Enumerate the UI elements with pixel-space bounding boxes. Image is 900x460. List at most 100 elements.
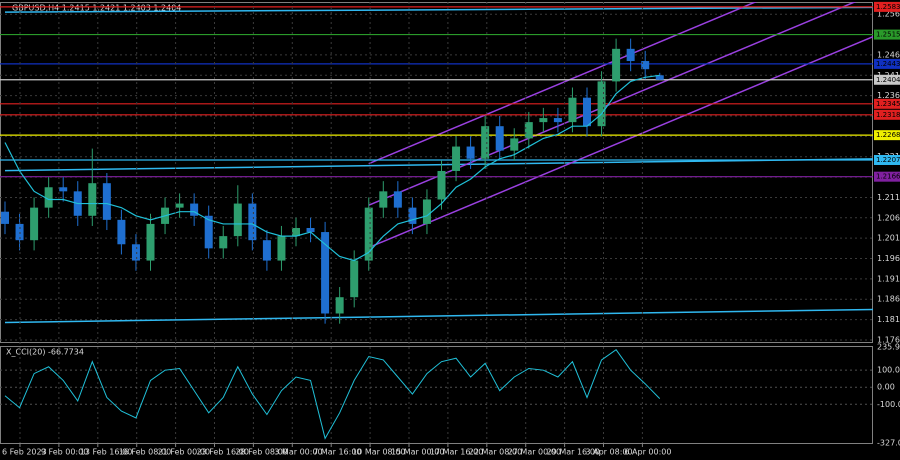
candle-body: [233, 203, 242, 237]
candle-body: [117, 219, 126, 245]
candle-body: [102, 183, 111, 220]
chart-title: GBPUSD,H4 1.2415 1.2421 1.2403 1.2404: [12, 4, 181, 13]
trend-line: [4, 6, 873, 13]
level-label: 1.2166: [876, 173, 900, 181]
candle-body: [422, 199, 431, 224]
candle-body: [408, 207, 417, 224]
cci-title: X_CCI(20) -66.7734: [6, 348, 84, 357]
candle-body: [30, 207, 39, 241]
level-tag: [874, 1, 900, 12]
candle-body: [321, 232, 330, 314]
candle-body: [626, 48, 635, 62]
candle-body: [88, 183, 97, 216]
candle-body: [466, 146, 475, 159]
candle-body: [44, 187, 53, 208]
y-tick-label: 1.1915: [877, 274, 900, 283]
x-tick-label: 27 Mar 00:00: [508, 448, 561, 457]
candle-body: [364, 207, 373, 261]
candle-body: [350, 260, 359, 298]
level-label: 1.2404: [876, 76, 900, 84]
x-tick-label: 6 Feb 2023: [2, 448, 47, 457]
candle-body: [204, 215, 213, 249]
level-tag: [874, 29, 900, 40]
x-tick-label: 9 Feb 00:00: [41, 448, 88, 457]
level-label: 1.2345: [876, 100, 900, 108]
x-tick-label: 10 Mar 08:00: [352, 448, 405, 457]
x-tick-label: 16 Feb 08:00: [119, 448, 171, 457]
cci-tick-label: 235.9348: [877, 343, 900, 352]
candle-body: [553, 118, 562, 123]
moving-average: [4, 74, 660, 262]
candle-body: [379, 191, 388, 208]
cci-frame: [0, 346, 873, 444]
level-tag: [874, 171, 900, 182]
cci-tick-label: 100.00: [877, 366, 900, 375]
candle-body: [131, 244, 140, 261]
x-tick-label: 3 Apr 08:00: [586, 448, 633, 457]
y-tick-label: 1.2365: [877, 91, 900, 100]
main-frame: [0, 2, 873, 343]
level-tag: [874, 109, 900, 120]
y-tick-label: 1.1815: [877, 315, 900, 324]
candle-body: [277, 236, 286, 261]
candle-body: [175, 203, 184, 208]
trend-line: [368, 2, 758, 165]
candle-body: [59, 187, 68, 192]
level-label: 1.2443: [876, 60, 900, 68]
candle-body: [219, 236, 228, 249]
y-tick-label: 1.1965: [877, 254, 900, 263]
candle-body: [306, 227, 315, 233]
trend-line: [368, 35, 873, 249]
y-tick-label: 1.1765: [877, 335, 900, 344]
candle-body: [583, 97, 591, 127]
x-tick-label: 17 Mar 16:00: [430, 448, 483, 457]
candle-body: [655, 75, 664, 80]
candle-body: [146, 223, 155, 261]
candle-body: [248, 203, 257, 241]
candle-body: [495, 126, 504, 151]
candle-body: [262, 240, 271, 261]
y-tick-label: 1.2115: [877, 193, 900, 202]
x-tick-label: 22 Mar 08:00: [469, 448, 522, 457]
candle-body: [190, 203, 199, 216]
x-tick-label: 13 Feb 16:00: [80, 448, 132, 457]
x-tick-label: 3 Mar 00:00: [274, 448, 322, 457]
candle-body: [539, 118, 548, 123]
candle-body: [437, 170, 446, 200]
candle-body: [524, 122, 533, 139]
candle-body: [393, 191, 402, 208]
candle-body: [568, 97, 577, 123]
y-tick-label: 1.2065: [877, 213, 900, 222]
candle-body: [612, 48, 621, 82]
candle-body: [292, 227, 300, 237]
level-tag: [874, 154, 900, 165]
level-label: 1.2268: [876, 131, 900, 139]
candle-body: [597, 81, 606, 127]
candle-body: [481, 126, 490, 159]
level-tag: [874, 58, 900, 69]
level-tag: [874, 74, 900, 85]
candle-body: [452, 146, 461, 171]
trend-line: [4, 308, 873, 324]
x-tick-label: 23 Feb 16:00: [197, 448, 249, 457]
candle-body: [510, 138, 519, 151]
x-tick-label: 7 Mar 16:00: [313, 448, 361, 457]
level-label: 1.2318: [876, 111, 900, 119]
plot-area: [0, 2, 873, 341]
y-tick-label: 1.2565: [877, 10, 900, 19]
y-tick-label: 1.1865: [877, 295, 900, 304]
x-tick-label: 15 Mar 00:00: [391, 448, 444, 457]
x-tick-label: 21 Feb 00:00: [158, 448, 210, 457]
y-tick-label: 1.2015: [877, 234, 900, 243]
cci-tick-label: -327.0001: [877, 439, 900, 448]
candle-body: [641, 61, 650, 70]
cci-tick-label: 0.00: [877, 383, 895, 392]
x-tick-label: 28 Feb 08:00: [235, 448, 287, 457]
level-tag: [874, 98, 900, 109]
level-label: 1.2515: [876, 31, 900, 39]
cci-tick-label: -100.00: [877, 400, 900, 409]
level-label: 1.2583: [876, 3, 900, 11]
y-tick-label: 1.2465: [877, 50, 900, 59]
